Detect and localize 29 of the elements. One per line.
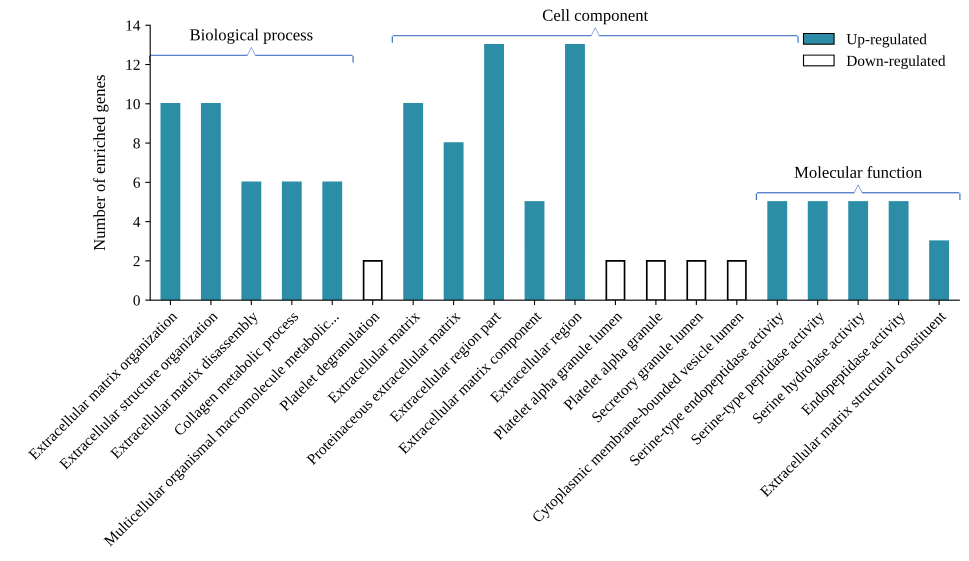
y-tick-label: 4 [133, 216, 140, 227]
y-tick-label: 0 [133, 295, 140, 306]
bar [282, 181, 302, 300]
y-tick-label: 12 [126, 60, 140, 70]
bar [200, 102, 221, 300]
y-tick-label: 8 [133, 138, 140, 149]
bar [524, 201, 544, 300]
bar [929, 240, 950, 300]
legend-label: Up-regulated [846, 34, 927, 48]
annotation: Biological process [190, 28, 313, 44]
bar [888, 201, 909, 300]
bar [403, 102, 424, 300]
y-tick-label: 10 [126, 98, 140, 110]
bar [565, 44, 585, 300]
bar [484, 44, 504, 300]
bar [160, 102, 180, 300]
bar [241, 181, 262, 300]
annotation: Molecular function [794, 166, 922, 178]
bar [767, 201, 788, 300]
bar [444, 142, 464, 300]
legend-label: Down-regulated [846, 55, 946, 70]
y-tick-label: 14 [126, 20, 140, 31]
bar [808, 201, 828, 300]
bar [322, 181, 342, 300]
y-tick-label: 2 [134, 256, 140, 266]
bar [848, 201, 868, 300]
y-axis-title: Number of enriched genes [93, 75, 109, 250]
y-tick-label: 6 [133, 178, 140, 188]
text: Cell component [542, 9, 648, 24]
